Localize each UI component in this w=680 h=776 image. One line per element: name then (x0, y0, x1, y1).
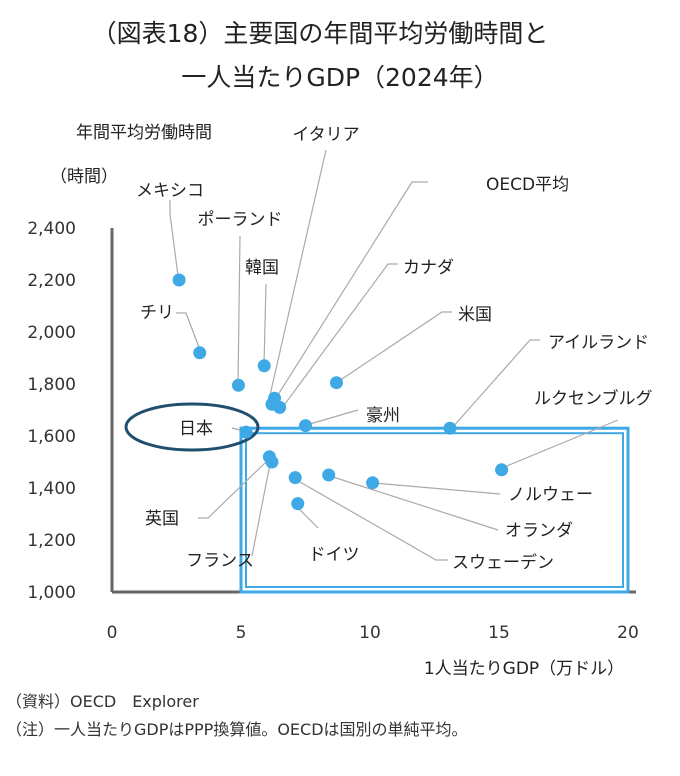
y-tick-label: 2,400 (27, 219, 76, 239)
japan-highlight-ellipse (124, 402, 260, 452)
source-note: （資料）OECD Explorer (6, 692, 199, 711)
data-point (288, 471, 302, 485)
data-point (239, 425, 253, 439)
data-point (366, 476, 380, 490)
x-tick-label: 20 (617, 623, 639, 643)
x-tick-label: 10 (359, 623, 381, 643)
data-point (257, 359, 271, 373)
data-point (322, 468, 336, 482)
point-label: 豪州 (366, 405, 400, 426)
point-label: ドイツ (309, 545, 360, 565)
leader-line (237, 235, 241, 385)
leader-line (169, 200, 179, 277)
leader-line (251, 463, 271, 557)
leader-line (292, 477, 448, 561)
data-point (291, 497, 305, 511)
highlight-box-inner (245, 432, 624, 589)
point-label: 英国 (145, 509, 179, 529)
leader-line (263, 283, 267, 365)
data-point (495, 463, 509, 477)
point-label: ルクセンブルグ (534, 388, 653, 409)
point-label: スウェーデン (452, 552, 554, 573)
point-label: 米国 (458, 305, 492, 325)
data-point (443, 421, 457, 435)
leader-line (329, 475, 499, 531)
point-label: フランス (186, 551, 254, 571)
point-label: メキシコ (136, 181, 204, 201)
point-label: アイルランド (548, 333, 649, 353)
leader-line (501, 419, 619, 469)
y-axis-label: 年間平均労働時間 (76, 123, 212, 143)
y-tick-label: 1,200 (27, 531, 76, 551)
chart-title-line2: 一人当たりGDP（2024年） (181, 63, 499, 92)
y-tick-label: 2,200 (27, 271, 76, 291)
leader-line (267, 149, 327, 405)
y-tick-label: 2,000 (27, 323, 76, 343)
point-label: ノルウェー (508, 485, 593, 505)
leader-line (373, 482, 501, 495)
point-label: ポーランド (198, 210, 283, 230)
data-point (299, 419, 312, 433)
data-point (268, 391, 282, 405)
y-tick-label: 1,600 (27, 427, 76, 447)
data-point (265, 455, 279, 469)
point-label: イタリア (292, 125, 359, 145)
data-point (193, 346, 207, 360)
leader-line (198, 459, 269, 519)
x-axis-label: 1人当たりGDP（万ドル） (424, 659, 624, 679)
point-label: オランダ (505, 521, 573, 541)
leader-line (281, 263, 398, 409)
leader-line (275, 181, 428, 399)
x-tick-label: 15 (488, 623, 510, 643)
point-label: チリ (140, 303, 174, 323)
point-label: 日本 (179, 419, 213, 439)
y-tick-label: 1,400 (27, 479, 76, 499)
leader-line (176, 312, 201, 351)
leader-line (335, 311, 452, 384)
leader-line (297, 507, 319, 529)
point-label: 韓国 (245, 258, 279, 278)
point-label: カナダ (403, 258, 454, 278)
data-point (329, 376, 343, 390)
chart-title-line1: （図表18）主要国の年間平均労働時間と (91, 19, 549, 48)
data-point (231, 378, 245, 392)
data-point (172, 273, 186, 287)
y-tick-label: 1,000 (27, 583, 76, 603)
scatter-chart: 1,000 1,200 1,400 1,600 1,800 2,000 2,200 2,400… (27, 123, 653, 679)
remark-note: （注）一人当たりGDPはPPP換算値。OECDは国別の単純平均。 (6, 720, 468, 739)
leader-line (302, 409, 359, 427)
x-tick-label: 0 (107, 623, 118, 643)
highlight-box-outer (239, 426, 630, 594)
x-tick-label: 5 (236, 623, 247, 643)
y-axis-unit: （時間） (50, 167, 118, 187)
point-label: OECD平均 (486, 175, 569, 195)
y-tick-label: 1,800 (27, 375, 76, 395)
leader-line (451, 339, 540, 429)
